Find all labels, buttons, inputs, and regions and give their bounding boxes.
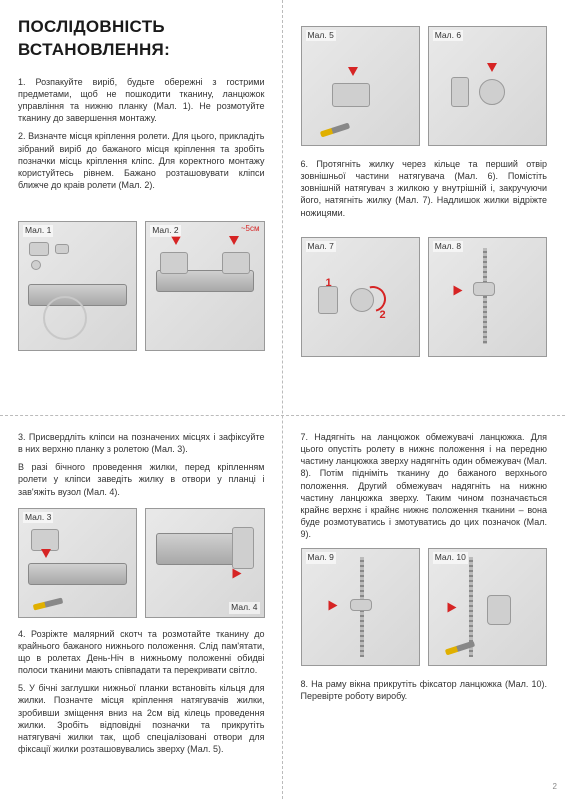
figure-6: Мал. 6	[428, 26, 547, 146]
figure-10: Мал. 10	[428, 548, 547, 666]
figure-7: Мал. 7 1 2	[301, 237, 420, 357]
figure-10-label: Мал. 10	[433, 552, 468, 563]
figure-9-label: Мал. 9	[306, 552, 336, 563]
figure-1-label: Мал. 1	[23, 225, 53, 236]
tensioner-icon	[332, 83, 370, 107]
quad-1: ПОСЛІДОВНІСТЬ ВСТАНОВЛЕННЯ: 1. Розпакуйт…	[0, 0, 283, 415]
quad-3: 3. Присвердліть кліпси на позначених міс…	[0, 415, 283, 799]
dim-label: ~5см	[241, 224, 260, 235]
figure-7-label: Мал. 7	[306, 241, 336, 252]
fig-row-7-8: Мал. 7 1 2 Мал. 8	[301, 237, 548, 357]
clip-icon	[222, 252, 250, 274]
end-cap-icon	[232, 527, 254, 569]
arrow-icon	[487, 63, 497, 72]
step-1: 1. Розпакуйте виріб, будьте обережні з г…	[18, 76, 265, 125]
clip-icon	[160, 252, 188, 274]
callout-1: 1	[326, 276, 332, 291]
page-number: 2	[553, 782, 557, 793]
fig-row-5-6: Мал. 5 Мал. 6	[301, 26, 548, 146]
arrow-icon	[41, 549, 51, 558]
arrow-icon	[171, 236, 181, 245]
page-title: ПОСЛІДОВНІСТЬ ВСТАНОВЛЕННЯ:	[18, 16, 265, 62]
arrow-icon	[232, 568, 241, 578]
figure-5-label: Мал. 5	[306, 30, 336, 41]
arrow-icon	[348, 67, 358, 76]
coil-icon	[43, 296, 87, 340]
arrow-icon	[229, 236, 239, 245]
tensioner-cap-icon	[479, 79, 505, 105]
arrow-icon	[447, 603, 456, 613]
step-5: 5. У бічні заглушки нижньої планки встан…	[18, 682, 265, 755]
instruction-sheet: ПОСЛІДОВНІСТЬ ВСТАНОВЛЕННЯ: 1. Розпакуйт…	[0, 0, 565, 799]
diagram-bg	[429, 238, 546, 356]
part-icon	[29, 242, 49, 256]
clip-icon	[31, 529, 59, 551]
figure-8-label: Мал. 8	[433, 241, 463, 252]
arrow-icon	[453, 285, 462, 295]
chain-icon	[483, 248, 487, 344]
arrow-icon	[328, 601, 337, 611]
figure-4: Мал. 4	[145, 508, 264, 618]
step-6: 6. Протягніть жилку через кільце та перш…	[301, 158, 548, 219]
quad-4: 7. Надягніть на ланцюжок обмежувачі ланц…	[283, 415, 565, 799]
holder-icon	[487, 595, 511, 625]
figure-1: Мал. 1	[18, 221, 137, 351]
fig-row-3-4: Мал. 3 Мал. 4	[18, 508, 265, 618]
step-3b: В разі бічного проведення жилки, перед к…	[18, 461, 265, 497]
step-2: 2. Визначте місця кріплення ролети. Для …	[18, 130, 265, 191]
figure-3: Мал. 3	[18, 508, 137, 618]
step-7: 7. Надягніть на ланцюжок обмежувачі ланц…	[301, 431, 548, 540]
figure-9: Мал. 9	[301, 548, 420, 666]
part-icon	[55, 244, 69, 254]
fig-row-1-2: Мал. 1 Мал. 2 ~5см	[18, 221, 265, 351]
figure-2-label: Мал. 2	[150, 225, 180, 236]
figure-4-label: Мал. 4	[229, 602, 259, 613]
figure-2: Мал. 2 ~5см	[145, 221, 264, 351]
tensioner-part-icon	[451, 77, 469, 107]
fig-row-9-10: Мал. 9 Мал. 10	[301, 548, 548, 666]
step-8: 8. На раму вікна прикрутіть фіксатор лан…	[301, 678, 548, 702]
figure-3-label: Мал. 3	[23, 512, 53, 523]
stopper-icon	[350, 599, 372, 611]
step-3a: 3. Присвердліть кліпси на позначених міс…	[18, 431, 265, 455]
figure-8: Мал. 8	[428, 237, 547, 357]
step-4: 4. Розріжте малярний скотч та розмотайте…	[18, 628, 265, 677]
stopper-icon	[473, 282, 495, 296]
figure-5: Мал. 5	[301, 26, 420, 146]
quad-2: Мал. 5 Мал. 6 6. Протягніть жилку через …	[283, 0, 565, 415]
figure-6-label: Мал. 6	[433, 30, 463, 41]
roller-tube	[28, 563, 127, 585]
